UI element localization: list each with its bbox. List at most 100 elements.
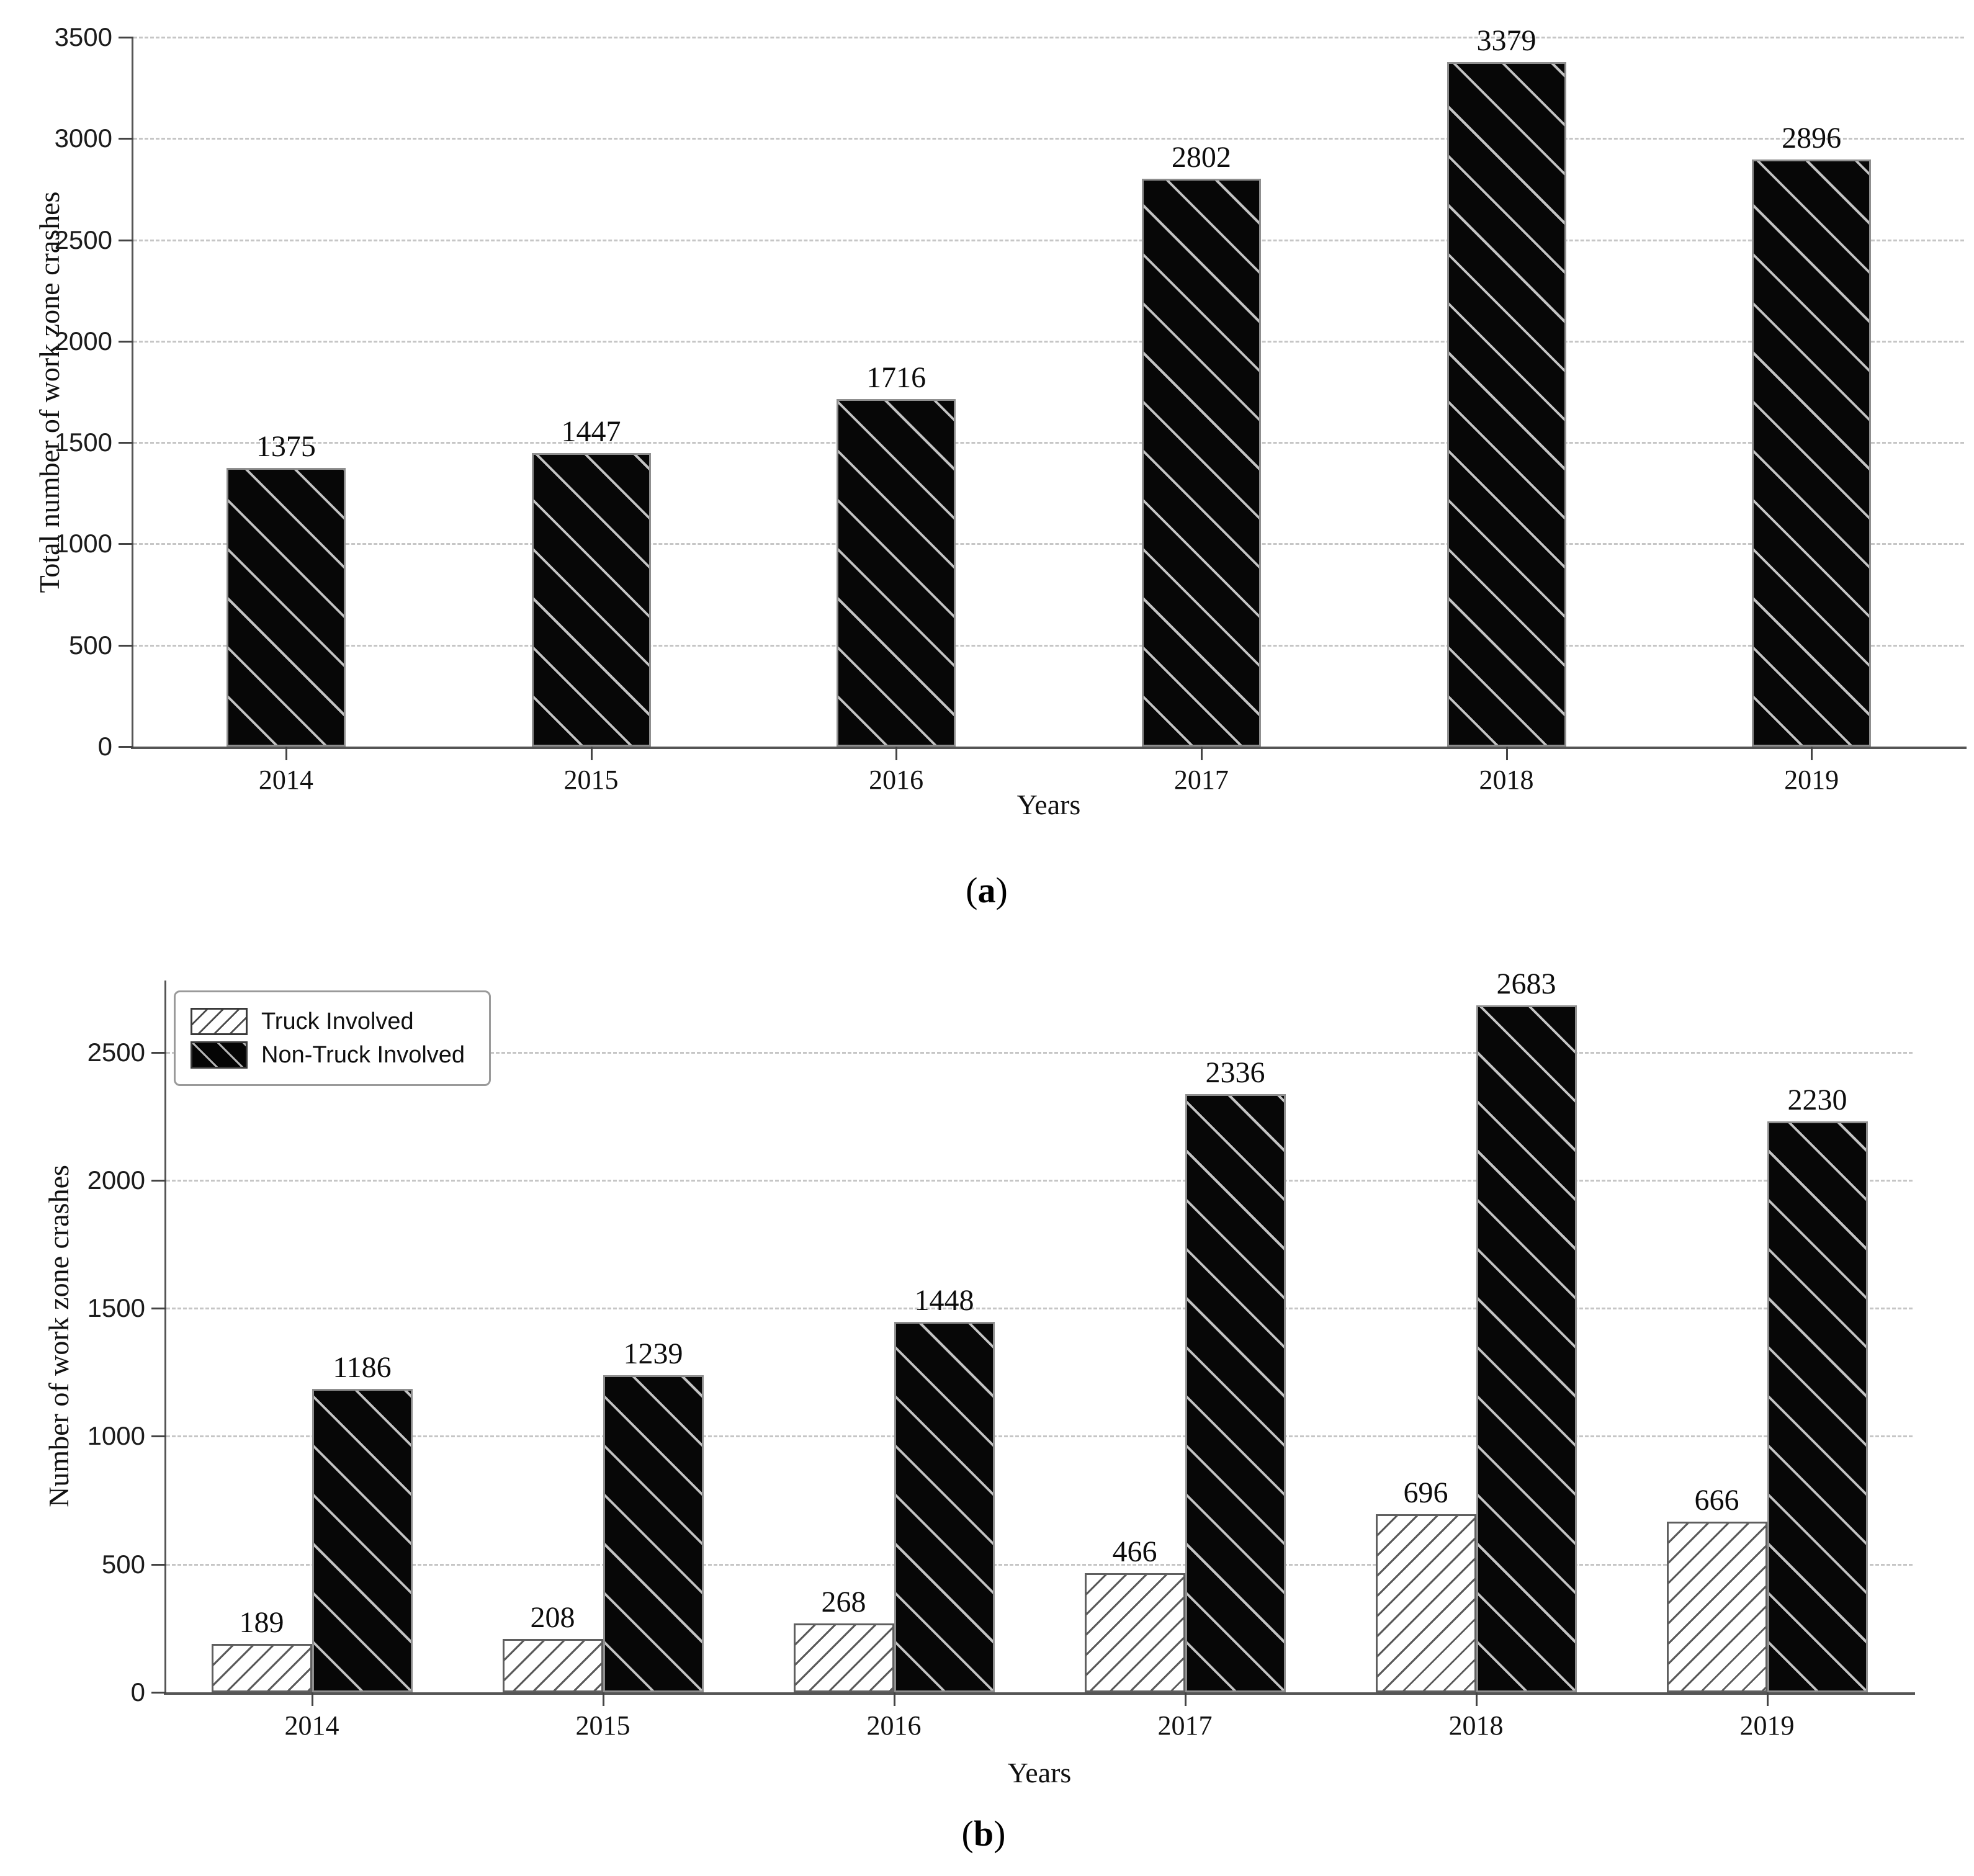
legend-row-truck: Truck Involved — [176, 1008, 489, 1035]
x-tick-2019 — [1766, 1692, 1769, 1706]
bar-2019-total-work-zone-crashes — [1752, 159, 1872, 747]
x-tick-label-2017: 2017 — [1157, 1710, 1213, 1741]
panel-b-x-axis-title: Years — [1007, 1757, 1072, 1788]
caption-a-open-paren: ( — [966, 870, 978, 910]
bar-2019-non-truck-involved — [1767, 1121, 1868, 1692]
bar-2017-truck-involved — [1084, 1573, 1185, 1692]
bar-2015-truck-involved — [502, 1639, 603, 1692]
legend-row-nontruck: Non-Truck Involved — [176, 1041, 489, 1069]
legend-label-nontruck: Non-Truck Involved — [261, 1042, 465, 1068]
x-tick-2019 — [1811, 747, 1813, 760]
bar-value-label-2015-s0: 1447 — [561, 415, 621, 449]
x-tick-2018 — [1475, 1692, 1478, 1706]
gridline-y-2000 — [166, 1179, 1913, 1182]
legend: Truck Involved Non-Truck Involved — [174, 990, 491, 1086]
panel-b-y-axis-title: Number of work zone crashes — [43, 1165, 74, 1507]
truck-involved-hatch-swatch-icon — [191, 1008, 248, 1035]
bar-2019-truck-involved — [1666, 1522, 1767, 1692]
bar-2018-total-work-zone-crashes — [1447, 61, 1566, 747]
y-tick-label-500: 500 — [101, 1549, 145, 1579]
y-tick-label-500: 500 — [68, 630, 112, 660]
gridline-y-1500 — [133, 442, 1964, 444]
x-tick-2017 — [1184, 1692, 1187, 1706]
y-tick-1000 — [151, 1435, 166, 1438]
bar-value-label-2019-s0: 666 — [1694, 1484, 1739, 1517]
bar-2017-non-truck-involved — [1185, 1094, 1286, 1692]
bar-value-label-2016-s1: 1448 — [914, 1283, 974, 1317]
bar-value-label-2016-s0: 1716 — [866, 361, 926, 394]
bar-value-label-2014-s0: 189 — [239, 1606, 284, 1640]
bar-value-label-2018-s0: 696 — [1403, 1476, 1448, 1509]
y-tick-label-2500: 2500 — [87, 1037, 145, 1067]
bar-value-label-2014-s0: 1375 — [256, 429, 316, 463]
bar-2018-truck-involved — [1375, 1514, 1476, 1692]
bar-2016-non-truck-involved — [894, 1321, 995, 1692]
caption-b-letter: b — [973, 1813, 994, 1854]
panel-a-x-axis-title: Years — [1016, 789, 1081, 820]
x-tick-label-2016: 2016 — [866, 1710, 922, 1741]
x-tick-2016 — [893, 1692, 895, 1706]
y-tick-label-1500: 1500 — [54, 428, 112, 457]
y-tick-label-2500: 2500 — [54, 225, 112, 254]
caption-b-open-paren: ( — [961, 1813, 974, 1854]
x-tick-label-2018: 2018 — [1479, 765, 1534, 795]
bar-2018-non-truck-involved — [1476, 1005, 1577, 1692]
y-tick-0 — [151, 1692, 166, 1694]
x-axis-line — [131, 747, 1967, 749]
y-tick-2500 — [119, 239, 133, 241]
bar-value-label-2018-s1: 2683 — [1496, 967, 1556, 1001]
x-tick-label-2019: 2019 — [1739, 1710, 1795, 1741]
y-tick-3000 — [119, 138, 133, 140]
bar-value-label-2017-s0: 2802 — [1171, 140, 1231, 174]
x-tick-2015 — [602, 1692, 604, 1706]
bar-2014-truck-involved — [211, 1644, 312, 1692]
y-axis-line — [164, 981, 166, 1692]
gridline-y-1000 — [166, 1435, 1913, 1438]
bar-value-label-2014-s1: 1186 — [333, 1350, 392, 1384]
chart-panel-b: Number of work zone crashes Truck Involv… — [0, 967, 1974, 1876]
x-tick-2017 — [1200, 747, 1203, 760]
bar-value-label-2017-s0: 466 — [1112, 1535, 1157, 1568]
x-tick-2014 — [285, 747, 287, 760]
gridline-y-2000 — [133, 340, 1964, 343]
gridline-y-2500 — [133, 239, 1964, 241]
bar-2015-total-work-zone-crashes — [531, 453, 651, 747]
bar-value-label-2018-s0: 3379 — [1476, 24, 1537, 57]
x-tick-label-2015: 2015 — [575, 1710, 630, 1741]
y-tick-label-1500: 1500 — [87, 1293, 145, 1323]
bar-value-label-2015-s1: 1239 — [623, 1337, 683, 1370]
x-tick-2014 — [311, 1692, 313, 1706]
bar-2014-total-work-zone-crashes — [226, 467, 346, 747]
panel-a-caption: (a) — [894, 869, 1080, 912]
x-tick-label-2017: 2017 — [1173, 765, 1229, 795]
y-axis-line — [132, 37, 133, 747]
x-tick-label-2018: 2018 — [1448, 1710, 1504, 1741]
y-tick-label-0: 0 — [97, 732, 112, 761]
x-tick-2016 — [895, 747, 898, 760]
y-tick-2500 — [151, 1051, 166, 1054]
y-tick-2000 — [119, 340, 133, 343]
chart-panel-a: Total number of work zone crashes Years … — [34, 22, 1967, 912]
gridline-y-500 — [133, 644, 1964, 647]
y-tick-label-1000: 1000 — [87, 1421, 145, 1451]
legend-label-truck: Truck Involved — [261, 1008, 414, 1034]
y-tick-label-2000: 2000 — [54, 326, 112, 356]
bar-value-label-2017-s1: 2336 — [1205, 1056, 1265, 1090]
gridline-y-3500 — [133, 37, 1964, 38]
bar-value-label-2019-s0: 2896 — [1782, 122, 1842, 155]
y-tick-label-2000: 2000 — [87, 1165, 145, 1195]
gridline-y-3000 — [133, 138, 1964, 140]
y-tick-3500 — [119, 37, 133, 38]
caption-a-letter: a — [977, 870, 996, 910]
bar-value-label-2016-s0: 268 — [821, 1586, 866, 1619]
y-tick-1500 — [119, 442, 133, 444]
bar-value-label-2015-s0: 208 — [530, 1601, 575, 1635]
bar-2014-non-truck-involved — [312, 1388, 413, 1692]
y-tick-0 — [119, 746, 133, 748]
x-tick-label-2015: 2015 — [563, 765, 619, 795]
y-tick-label-3500: 3500 — [54, 22, 112, 52]
gridline-y-1500 — [166, 1308, 1913, 1310]
x-tick-label-2019: 2019 — [1784, 765, 1839, 795]
y-tick-500 — [119, 644, 133, 647]
y-tick-1500 — [151, 1308, 166, 1310]
